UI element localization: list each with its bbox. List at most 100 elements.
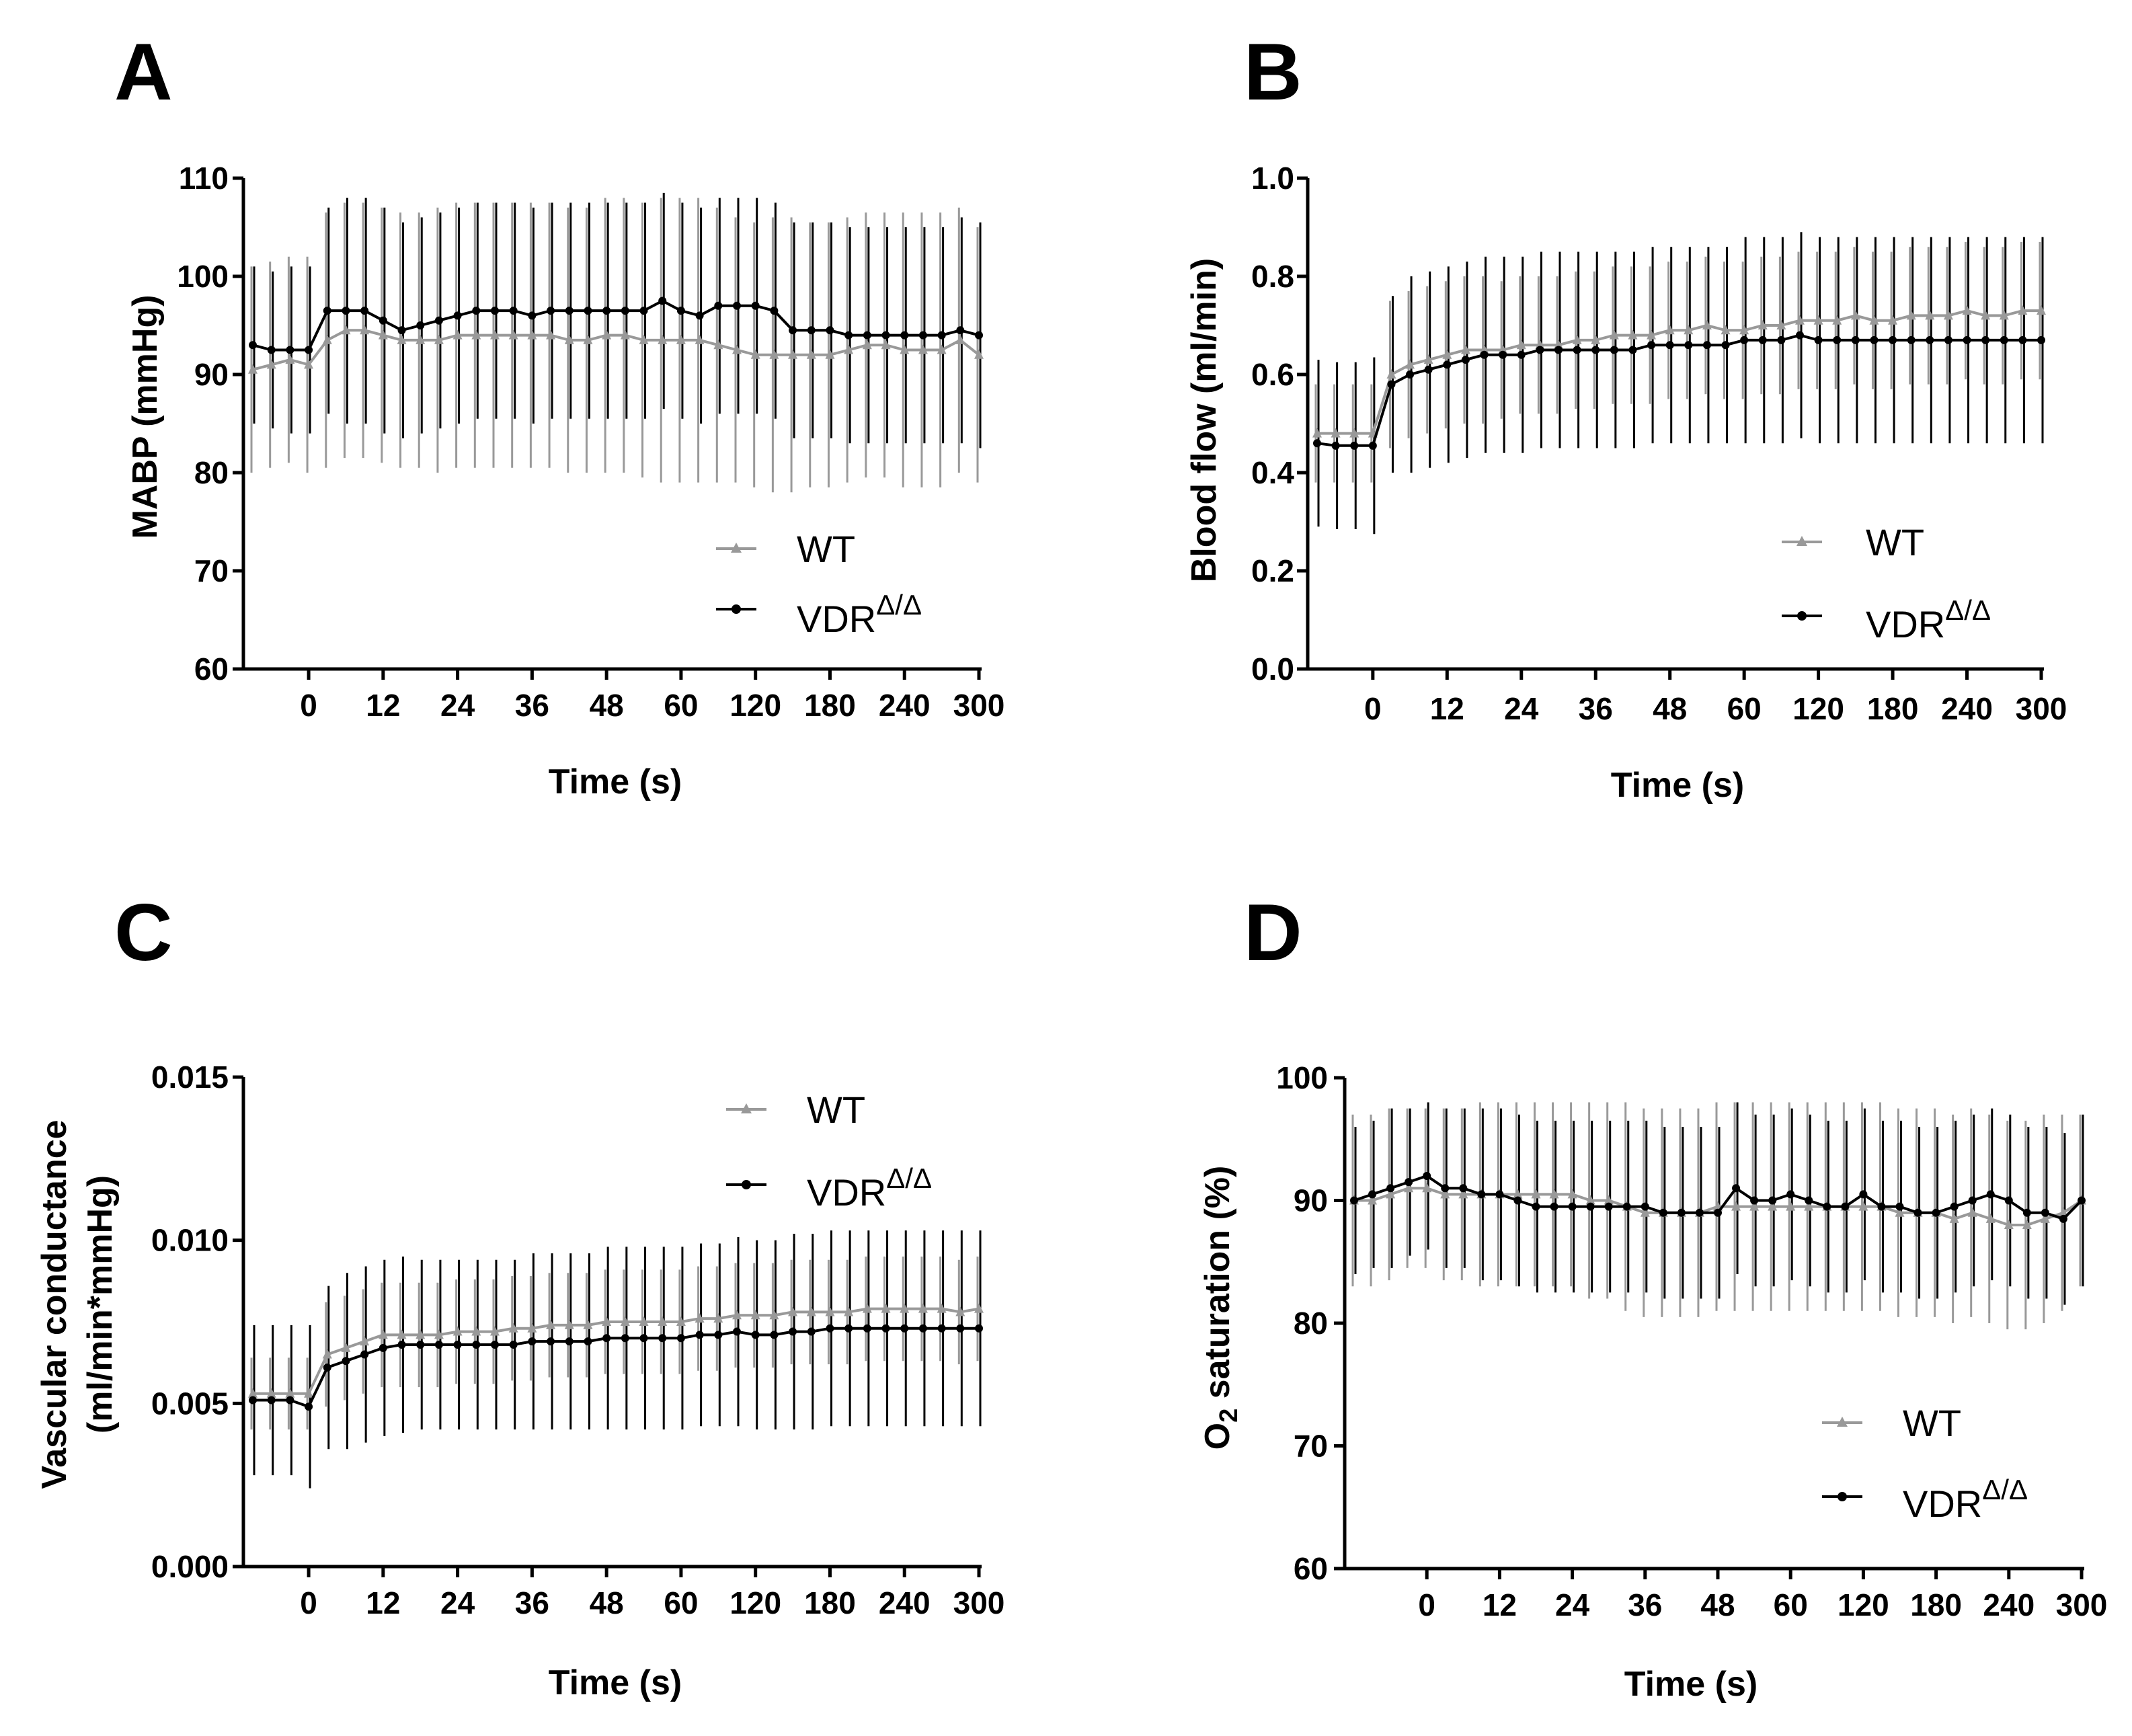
data-point-wt xyxy=(788,349,798,359)
x-tick-label: 60 xyxy=(664,1585,698,1620)
legend-wt-label: WT xyxy=(797,528,855,570)
data-point-vdr xyxy=(863,331,871,340)
y-tick-label: 0.010 xyxy=(151,1223,229,1258)
x-tick-label: 60 xyxy=(1727,691,1762,726)
data-point-vdr xyxy=(1386,1184,1395,1193)
x-tick-label: 0 xyxy=(1364,691,1382,726)
x-tick-label: 12 xyxy=(1483,1587,1517,1622)
data-point-vdr xyxy=(1932,1208,1940,1217)
data-point-wt xyxy=(881,340,891,350)
data-point-vdr xyxy=(1695,1208,1704,1217)
panel-c-x-axis-title: Time (s) xyxy=(549,1663,682,1702)
data-point-wt xyxy=(862,1303,872,1313)
data-point-wt xyxy=(378,1329,388,1339)
data-point-wt xyxy=(1386,369,1396,379)
data-point-wt xyxy=(1985,1213,1996,1223)
data-point-wt xyxy=(695,1313,705,1323)
panel-c: C Vascular conductance (ml/min*mmHg) Tim… xyxy=(35,887,1004,1702)
panel-d-y-axis-o: O xyxy=(1198,1423,1237,1450)
data-point-vdr xyxy=(1814,336,1823,344)
data-point-vdr xyxy=(1907,336,1916,344)
y-tick-label: 0.005 xyxy=(151,1386,229,1421)
panel-d-y-axis-rest: saturation (%) xyxy=(1198,1166,1237,1409)
data-point-vdr xyxy=(1495,1190,1504,1199)
panel-d-letter: D xyxy=(1244,887,1302,978)
data-point-wt xyxy=(1609,329,1619,340)
data-point-vdr xyxy=(881,1324,890,1333)
data-point-vdr xyxy=(714,1331,723,1339)
data-point-wt xyxy=(471,329,481,340)
y-tick-label: 0.0 xyxy=(1251,652,1294,686)
data-point-wt xyxy=(1440,1189,1450,1199)
data-point-wt xyxy=(434,1329,444,1339)
data-point-vdr xyxy=(416,1340,425,1349)
data-point-wt xyxy=(527,329,537,340)
data-point-vdr xyxy=(305,1403,313,1411)
data-point-vdr xyxy=(863,1324,871,1333)
y-tick-label: 0.6 xyxy=(1251,357,1294,392)
data-point-vdr xyxy=(1714,1208,1722,1217)
x-tick-label: 36 xyxy=(515,688,549,723)
data-point-vdr xyxy=(360,1350,369,1359)
data-point-vdr xyxy=(1513,1196,1522,1205)
data-point-vdr xyxy=(2037,336,2045,344)
data-point-vdr xyxy=(249,341,257,350)
data-point-vdr xyxy=(1750,1196,1759,1205)
x-tick-label: 120 xyxy=(729,688,781,723)
data-point-wt xyxy=(1442,349,1452,359)
panel-c-series-wt-markers xyxy=(248,1303,984,1398)
data-point-vdr xyxy=(1423,1172,1431,1180)
y-tick-label: 60 xyxy=(1294,1551,1328,1586)
data-point-vdr xyxy=(1313,439,1321,448)
data-point-wt xyxy=(1786,1201,1796,1211)
data-point-vdr xyxy=(639,307,648,315)
data-point-wt xyxy=(1349,428,1359,438)
data-point-vdr xyxy=(584,307,592,315)
data-point-wt xyxy=(788,1306,798,1316)
data-point-vdr xyxy=(658,297,667,305)
data-point-vdr xyxy=(1387,380,1396,389)
x-tick-label: 240 xyxy=(1983,1587,2035,1622)
y-tick-label: 0.8 xyxy=(1251,259,1294,294)
data-point-vdr xyxy=(844,1324,853,1333)
panel-b: B Blood flow (ml/min) Time (s) WT VDRΔ/Δ… xyxy=(1185,27,2067,805)
data-point-wt xyxy=(1749,1201,1760,1211)
data-point-vdr xyxy=(602,307,611,315)
data-point-vdr xyxy=(1833,336,1842,344)
data-point-wt xyxy=(1925,310,1935,320)
data-point-vdr xyxy=(2041,1208,2049,1217)
data-point-wt xyxy=(1768,1201,1778,1211)
data-point-vdr xyxy=(789,1327,797,1336)
data-point-vdr xyxy=(695,311,704,320)
data-point-vdr xyxy=(1536,346,1544,354)
x-tick-label: 240 xyxy=(879,688,931,723)
data-point-vdr xyxy=(379,316,387,325)
data-point-vdr xyxy=(1684,341,1693,350)
data-point-vdr xyxy=(1554,346,1563,354)
data-point-wt xyxy=(1949,1213,1959,1223)
data-point-wt xyxy=(750,349,760,359)
data-point-vdr xyxy=(975,331,983,340)
data-point-vdr xyxy=(1665,341,1674,350)
data-point-vdr xyxy=(1443,360,1452,369)
data-point-wt xyxy=(676,334,686,344)
x-tick-label: 300 xyxy=(2056,1587,2108,1622)
y-tick-label: 0.2 xyxy=(1251,553,1294,588)
y-tick-label: 0.015 xyxy=(151,1060,229,1095)
data-point-vdr xyxy=(453,1340,462,1349)
data-point-wt xyxy=(1647,329,1657,340)
data-point-vdr xyxy=(770,1331,779,1339)
data-point-wt xyxy=(1628,329,1638,340)
data-point-vdr xyxy=(1889,336,1897,344)
data-point-vdr xyxy=(733,1327,741,1336)
data-point-vdr xyxy=(2022,1208,2031,1217)
data-point-wt xyxy=(1513,1189,1523,1199)
data-point-wt xyxy=(1999,310,2009,320)
x-tick-label: 240 xyxy=(1941,691,1993,726)
data-point-wt xyxy=(1776,320,1786,329)
data-point-vdr xyxy=(491,1340,499,1349)
data-point-wt xyxy=(658,1316,668,1326)
data-point-wt xyxy=(676,1316,686,1326)
x-tick-label: 48 xyxy=(1653,691,1687,726)
